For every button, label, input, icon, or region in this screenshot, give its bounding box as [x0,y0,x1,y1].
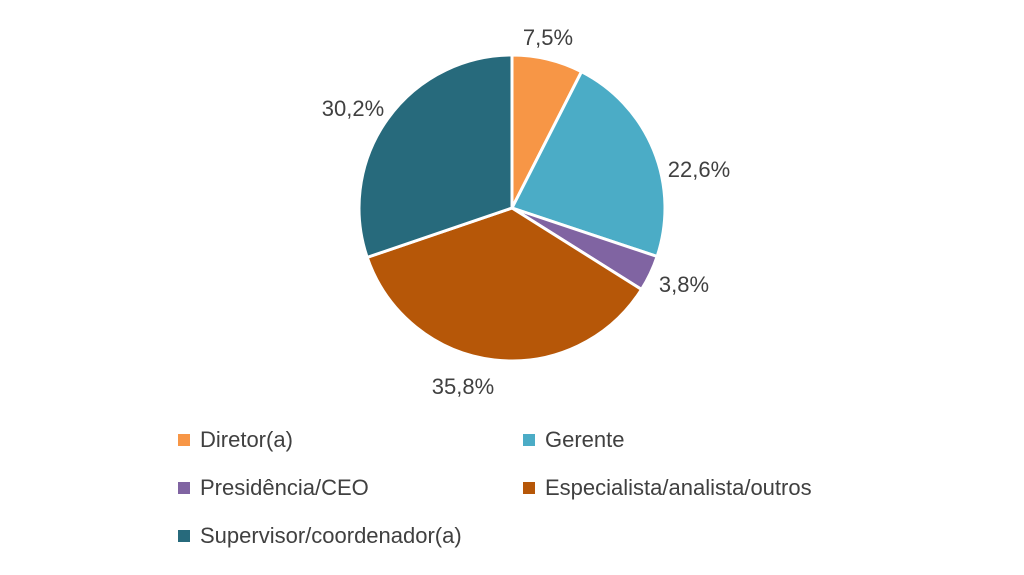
pie-slice-2 [510,70,667,258]
data-label-2: 22,6% [668,157,730,182]
legend-label-presidencia: Presidência/CEO [200,475,369,500]
data-label-1: 7,5% [523,25,573,50]
legend-swatch-presidencia [178,482,190,494]
legend-item-presidencia: Presidência/CEO [178,471,523,505]
legend-item-supervisor: Supervisor/coordenador(a) [178,519,523,553]
legend-label-diretor: Diretor(a) [200,427,293,452]
legend-swatch-supervisor [178,530,190,542]
legend-swatch-especialista [523,482,535,494]
legend-label-especialista: Especialista/analista/outros [545,475,812,500]
pie-slice-5 [357,53,514,259]
pie-slice-4 [365,206,644,363]
data-label-4: 35,8% [432,374,494,399]
legend-swatch-gerente [523,434,535,446]
legend-item-gerente: Gerente [523,423,898,457]
chart-legend: Diretor(a) Gerente Presidência/CEO Espec… [178,423,898,553]
legend-label-supervisor: Supervisor/coordenador(a) [200,523,462,548]
legend-item-diretor: Diretor(a) [178,423,523,457]
data-label-5: 30,2% [322,96,384,121]
legend-item-especialista: Especialista/analista/outros [523,471,898,505]
legend-swatch-diretor [178,434,190,446]
legend-label-gerente: Gerente [545,427,625,452]
data-label-3: 3,8% [659,272,709,297]
